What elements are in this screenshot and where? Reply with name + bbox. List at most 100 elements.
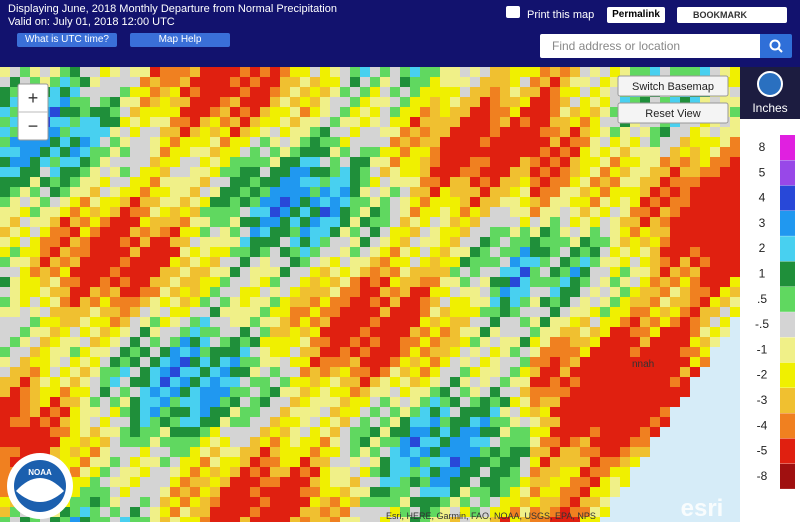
grid-cell	[510, 457, 520, 467]
zoom-out[interactable]: −	[28, 116, 39, 136]
grid-cell	[370, 327, 380, 337]
grid-cell	[230, 397, 240, 407]
grid-cell	[200, 217, 210, 227]
grid-cell	[600, 107, 610, 117]
grid-cell	[590, 287, 600, 297]
grid-cell	[690, 97, 700, 107]
grid-cell	[190, 67, 200, 77]
grid-cell	[620, 67, 630, 77]
grid-cell	[30, 517, 40, 522]
grid-cell	[200, 337, 210, 347]
grid-cell	[90, 417, 100, 427]
grid-cell	[610, 117, 620, 127]
grid-cell	[210, 487, 220, 497]
grid-cell	[380, 137, 390, 147]
grid-cell	[240, 237, 250, 247]
grid-cell	[100, 327, 110, 337]
grid-cell	[100, 347, 110, 357]
grid-cell	[400, 77, 410, 87]
grid-cell	[640, 157, 650, 167]
print-link[interactable]: Print this map	[527, 9, 595, 21]
search-box[interactable]: Find address or location	[540, 34, 760, 58]
grid-cell	[550, 157, 560, 167]
grid-cell	[360, 427, 370, 437]
grid-cell	[210, 247, 220, 257]
bookmark[interactable]: BOOKMARK	[677, 7, 787, 23]
print-icon[interactable]	[506, 6, 520, 18]
grid-cell	[600, 337, 610, 347]
grid-cell	[310, 137, 320, 147]
grid-cell	[0, 147, 10, 157]
grid-cell	[360, 337, 370, 347]
grid-cell	[320, 437, 330, 447]
grid-cell	[580, 497, 590, 507]
grid-cell	[710, 227, 720, 237]
grid-cell	[460, 357, 470, 367]
grid-cell	[110, 377, 120, 387]
reset-view-button[interactable]	[617, 102, 729, 124]
grid-cell	[710, 517, 720, 522]
grid-cell	[250, 437, 260, 447]
grid-cell	[720, 187, 730, 197]
grid-cell	[110, 447, 120, 457]
grid-cell	[210, 477, 220, 487]
grid-cell	[330, 507, 340, 517]
grid-cell	[210, 177, 220, 187]
grid-cell	[530, 97, 540, 107]
grid-cell	[380, 267, 390, 277]
grid-cell	[140, 407, 150, 417]
zoom-in[interactable]: +	[28, 88, 39, 108]
grid-cell	[570, 367, 580, 377]
map[interactable]: + − Switch Basemap Reset View nnah NOAA …	[0, 67, 800, 522]
search-button[interactable]	[760, 34, 792, 58]
grid-cell	[720, 197, 730, 207]
grid-cell	[170, 417, 180, 427]
switch-basemap-button[interactable]	[617, 75, 729, 97]
grid-cell	[350, 197, 360, 207]
grid-cell	[540, 277, 550, 287]
grid-cell	[640, 277, 650, 287]
grid-cell	[640, 407, 650, 417]
grid-cell	[140, 117, 150, 127]
grid-cell	[160, 497, 170, 507]
grid-cell	[210, 207, 220, 217]
utc-button[interactable]: What is UTC time?	[17, 33, 117, 47]
grid-cell	[680, 247, 690, 257]
grid-cell	[670, 267, 680, 277]
grid-cell	[270, 467, 280, 477]
grid-cell	[340, 397, 350, 407]
grid-cell	[530, 147, 540, 157]
grid-cell	[270, 437, 280, 447]
grid-cell	[260, 517, 270, 522]
grid-cell	[400, 277, 410, 287]
grid-cell	[490, 107, 500, 117]
help-button[interactable]: Map Help	[130, 33, 230, 47]
grid-cell	[520, 97, 530, 107]
grid-cell	[690, 247, 700, 257]
grid-cell	[630, 157, 640, 167]
grid-cell	[650, 337, 660, 347]
grid-cell	[590, 437, 600, 447]
grid-cell	[440, 67, 450, 77]
grid-cell	[100, 487, 110, 497]
grid-cell	[210, 287, 220, 297]
grid-cell	[510, 217, 520, 227]
grid-cell	[720, 487, 730, 497]
grid-cell	[630, 387, 640, 397]
grid-cell	[220, 407, 230, 417]
grid-cell	[610, 367, 620, 377]
grid-cell	[470, 127, 480, 137]
grid-cell	[520, 457, 530, 467]
grid-cell	[620, 267, 630, 277]
grid-cell	[610, 157, 620, 167]
grid-cell	[590, 137, 600, 147]
grid-cell	[480, 367, 490, 377]
permalink[interactable]: Permalink	[607, 7, 665, 23]
grid-cell	[580, 487, 590, 497]
grid-cell	[640, 207, 650, 217]
grid-cell	[700, 217, 710, 227]
grid-cell	[470, 317, 480, 327]
grid-cell	[250, 447, 260, 457]
grid-cell	[170, 187, 180, 197]
grid-cell	[400, 467, 410, 477]
